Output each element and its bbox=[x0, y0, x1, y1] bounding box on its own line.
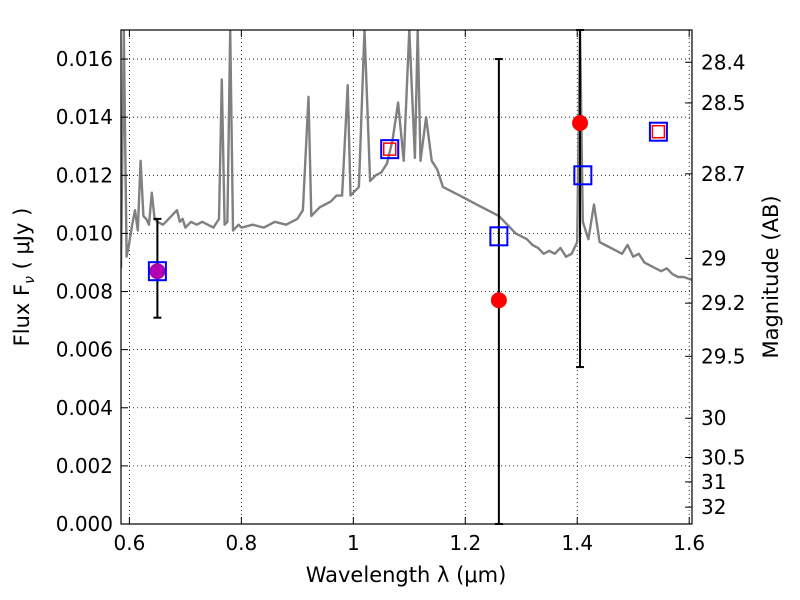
y-tick-label: 0.008 bbox=[56, 280, 113, 304]
plot-layer bbox=[121, 29, 692, 525]
y-tick-label: 0.002 bbox=[56, 454, 113, 478]
right-tick-label: 31 bbox=[701, 470, 726, 494]
x-tick-label: 1.6 bbox=[673, 531, 705, 555]
observed-point bbox=[490, 292, 507, 309]
x-tick-label: 0.6 bbox=[113, 531, 145, 555]
axis-layer: 0.6 0.8 1 1.2 1.4 1.6 0.000 0.002 0.004 0.006 0.00… bbox=[56, 30, 746, 555]
y-tick-label: 0.006 bbox=[56, 338, 113, 362]
y-axis-label-sub: ν bbox=[22, 276, 38, 284]
y-tick-label: 0.016 bbox=[56, 47, 113, 71]
observed-point bbox=[149, 263, 166, 280]
right-axis-label: Magnitude (AB) bbox=[759, 195, 783, 358]
right-tick-label: 28.4 bbox=[701, 50, 746, 74]
y-axis-label-unit: ( μJy ) bbox=[10, 208, 34, 276]
y-tick-label: 0.012 bbox=[56, 163, 113, 187]
observed-square-point bbox=[651, 124, 666, 139]
spectrum-line bbox=[121, 30, 692, 282]
y-tick-label: 0.000 bbox=[56, 512, 113, 536]
x-axis-label: Wavelength λ (μm) bbox=[306, 563, 507, 587]
right-tick-label: 28.7 bbox=[701, 162, 746, 186]
right-tick-label: 30.5 bbox=[701, 445, 746, 469]
y-tick-label: 0.004 bbox=[56, 396, 113, 420]
observed-point bbox=[572, 114, 589, 131]
y-tick-label: 0.014 bbox=[56, 105, 113, 129]
model-point bbox=[573, 165, 593, 186]
y-axis-label: Flux Fν ( μJy ) bbox=[10, 208, 38, 347]
right-tick-label: 32 bbox=[701, 495, 726, 519]
right-tick-label: 30 bbox=[701, 406, 726, 430]
right-tick-label: 29 bbox=[701, 246, 726, 270]
svg-text:Flux Fν ( μJy ): Flux Fν ( μJy ) bbox=[10, 208, 38, 347]
y-tick-label: 0.010 bbox=[56, 221, 113, 245]
plot-frame bbox=[120, 29, 693, 525]
model-point bbox=[380, 139, 400, 160]
right-tick-label: 29.2 bbox=[701, 291, 746, 315]
model-point bbox=[147, 261, 167, 282]
x-tick-label: 1.4 bbox=[561, 531, 593, 555]
model-point bbox=[489, 226, 509, 247]
model-point bbox=[648, 121, 668, 142]
x-tick-label: 1 bbox=[347, 531, 360, 555]
right-tick-label: 28.5 bbox=[701, 91, 746, 115]
x-tick-label: 1.2 bbox=[449, 531, 481, 555]
y-axis-label-main: Flux F bbox=[10, 284, 34, 346]
x-tick-label: 0.8 bbox=[225, 531, 257, 555]
observed-square-point bbox=[382, 142, 397, 156]
right-tick-label: 29.5 bbox=[701, 344, 746, 368]
